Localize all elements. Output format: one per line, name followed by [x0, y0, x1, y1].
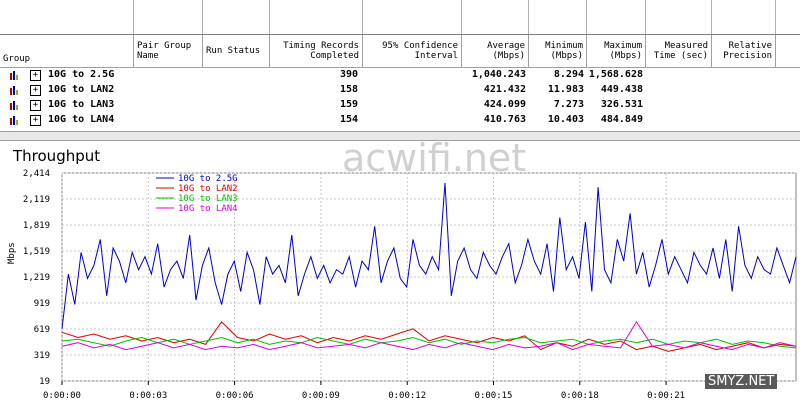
expand-icon[interactable]: + — [30, 100, 41, 111]
row-average: 421.432 — [483, 84, 526, 95]
col-pair-group-name[interactable]: Pair Group Name — [134, 35, 203, 67]
expand-icon[interactable]: + — [30, 115, 41, 126]
row-group: 10G to LAN2 — [48, 84, 115, 95]
x-tick-label: 0:00:15 — [475, 391, 513, 401]
y-tick-label: 319 — [34, 351, 50, 361]
legend-label: 10G to 2.5G — [178, 174, 238, 184]
top-strip-col — [270, 0, 363, 34]
top-strip-col — [529, 0, 587, 34]
y-tick-label: 2,119 — [23, 195, 50, 205]
legend-label: 10G to LAN3 — [178, 194, 238, 204]
bar-chart-icon — [10, 86, 19, 95]
row-maximum: 484.849 — [600, 114, 643, 125]
col-average[interactable]: Average (Mbps) — [462, 35, 529, 67]
results-table-header: Group Pair Group Name Run Status Timing … — [0, 35, 800, 68]
col-run-status[interactable]: Run Status — [203, 35, 270, 67]
legend-label: 10G to LAN4 — [178, 204, 238, 214]
y-tick-label: 619 — [34, 325, 50, 335]
x-tick-label: 0:00:18 — [561, 391, 599, 401]
y-tick-label: 2,414 — [23, 169, 50, 179]
bar-chart-icon — [10, 101, 19, 110]
watermark-corner: SMYZ.NET — [705, 374, 778, 389]
row-records: 159 — [339, 99, 358, 110]
bar-chart-icon — [10, 71, 19, 80]
col-relative-precision[interactable]: Relative Precision — [712, 35, 776, 67]
series-line — [61, 336, 797, 349]
series-line — [61, 321, 797, 352]
results-table-body: + 10G to 2.5G 390 1,040.243 8.294 1,568.… — [0, 68, 800, 128]
col-timing-records[interactable]: Timing Records Completed — [270, 35, 363, 67]
chart-title: Throughput — [13, 147, 101, 165]
x-tick-label: 0:00:21 — [647, 391, 685, 401]
plot-area — [61, 172, 797, 382]
y-tick-label: 1,819 — [23, 221, 50, 231]
series-line — [61, 182, 797, 329]
top-strip-col — [0, 0, 134, 34]
x-tick-label: 0:00:09 — [302, 391, 340, 401]
row-records: 390 — [339, 69, 358, 80]
table-row[interactable]: + 10G to 2.5G 390 1,040.243 8.294 1,568.… — [0, 68, 800, 83]
col-maximum[interactable]: Maximum (Mbps) — [587, 35, 646, 67]
top-strip-col — [134, 0, 203, 34]
row-maximum: 449.438 — [600, 84, 643, 95]
row-minimum: 11.983 — [547, 84, 584, 95]
top-strip-col — [462, 0, 529, 34]
splitter-bar[interactable] — [0, 131, 800, 141]
x-tick-label: 0:00:00 — [43, 391, 81, 401]
table-row[interactable]: + 10G to LAN2 158 421.432 11.983 449.438 — [0, 83, 800, 98]
x-tick-label: 0:00:06 — [216, 391, 254, 401]
x-tick-label: 0:00:12 — [388, 391, 426, 401]
top-strip — [0, 0, 800, 35]
expand-icon[interactable]: + — [30, 70, 41, 81]
row-average: 410.763 — [483, 114, 526, 125]
row-average: 424.099 — [483, 99, 526, 110]
y-tick-label: 1,519 — [23, 247, 50, 257]
row-records: 158 — [339, 84, 358, 95]
series-line — [61, 320, 797, 351]
top-strip-col — [712, 0, 776, 34]
top-strip-col — [587, 0, 646, 34]
row-minimum: 8.294 — [553, 69, 584, 80]
row-minimum: 7.273 — [553, 99, 584, 110]
row-group: 10G to LAN3 — [48, 99, 115, 110]
y-tick-label: 19 — [39, 377, 50, 387]
expand-icon[interactable]: + — [30, 85, 41, 96]
col-measured-time[interactable]: Measured Time (sec) — [646, 35, 712, 67]
bar-chart-icon — [10, 116, 19, 125]
y-tick-label: 1,219 — [23, 273, 50, 283]
row-maximum: 326.531 — [600, 99, 643, 110]
x-tick-label: 0:00:03 — [129, 391, 167, 401]
col-group[interactable]: Group — [0, 35, 134, 67]
row-minimum: 10.403 — [547, 114, 584, 125]
table-row[interactable]: + 10G to LAN3 159 424.099 7.273 326.531 — [0, 98, 800, 113]
legend-label: 10G to LAN2 — [178, 184, 238, 194]
row-group: 10G to LAN4 — [48, 114, 115, 125]
table-row[interactable]: + 10G to LAN4 154 410.763 10.403 484.849 — [0, 113, 800, 128]
top-strip-col — [203, 0, 270, 34]
col-confidence-interval[interactable]: 95% Confidence Interval — [363, 35, 462, 67]
row-average: 1,040.243 — [471, 69, 526, 80]
row-group: 10G to 2.5G — [48, 69, 115, 80]
top-strip-col — [646, 0, 712, 34]
row-maximum: 1,568.628 — [588, 69, 643, 80]
y-tick-label: 919 — [34, 299, 50, 309]
row-records: 154 — [339, 114, 358, 125]
top-strip-col — [363, 0, 462, 34]
col-minimum[interactable]: Minimum (Mbps) — [529, 35, 587, 67]
